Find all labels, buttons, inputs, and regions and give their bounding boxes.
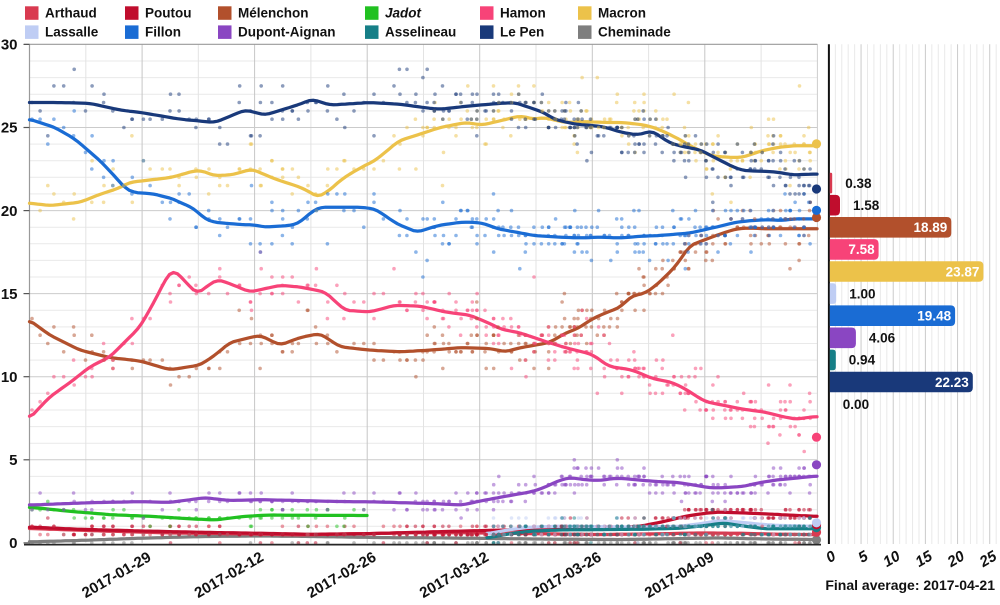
svg-text:7.58: 7.58 xyxy=(848,242,875,257)
svg-text:Dupont-Aignan: Dupont-Aignan xyxy=(238,24,335,39)
svg-text:20: 20 xyxy=(1,203,18,220)
svg-text:Le Pen: Le Pen xyxy=(500,24,544,39)
svg-text:0.00: 0.00 xyxy=(843,397,869,412)
svg-text:Mélenchon: Mélenchon xyxy=(238,5,309,20)
svg-text:23.87: 23.87 xyxy=(946,264,980,279)
svg-text:Arthaud: Arthaud xyxy=(45,5,97,20)
svg-text:10: 10 xyxy=(880,547,904,570)
svg-text:5: 5 xyxy=(9,452,17,469)
svg-text:25: 25 xyxy=(1,120,18,137)
svg-text:19.48: 19.48 xyxy=(917,309,951,324)
svg-text:18.89: 18.89 xyxy=(914,220,948,235)
svg-text:Macron: Macron xyxy=(598,5,646,20)
svg-text:22.23: 22.23 xyxy=(935,375,969,390)
svg-text:0.94: 0.94 xyxy=(849,353,876,368)
svg-text:15: 15 xyxy=(1,286,18,303)
svg-text:4.06: 4.06 xyxy=(869,331,896,346)
svg-text:1.58: 1.58 xyxy=(853,198,880,213)
svg-text:15: 15 xyxy=(912,547,936,570)
svg-text:Final average: 2017-04-21: Final average: 2017-04-21 xyxy=(825,577,995,593)
svg-text:0: 0 xyxy=(9,535,17,552)
svg-text:Cheminade: Cheminade xyxy=(598,24,671,39)
svg-text:30: 30 xyxy=(1,37,18,54)
svg-text:Fillon: Fillon xyxy=(145,24,181,39)
svg-text:10: 10 xyxy=(1,369,18,386)
svg-text:Hamon: Hamon xyxy=(500,5,546,20)
svg-text:Asselineau: Asselineau xyxy=(385,24,456,39)
svg-text:Lassalle: Lassalle xyxy=(45,24,99,39)
svg-text:0.38: 0.38 xyxy=(845,176,872,191)
svg-text:1.00: 1.00 xyxy=(849,286,875,301)
svg-text:Jadot: Jadot xyxy=(385,5,422,20)
svg-text:Poutou: Poutou xyxy=(145,5,192,20)
svg-text:25: 25 xyxy=(976,547,1000,571)
svg-text:20: 20 xyxy=(944,547,968,571)
